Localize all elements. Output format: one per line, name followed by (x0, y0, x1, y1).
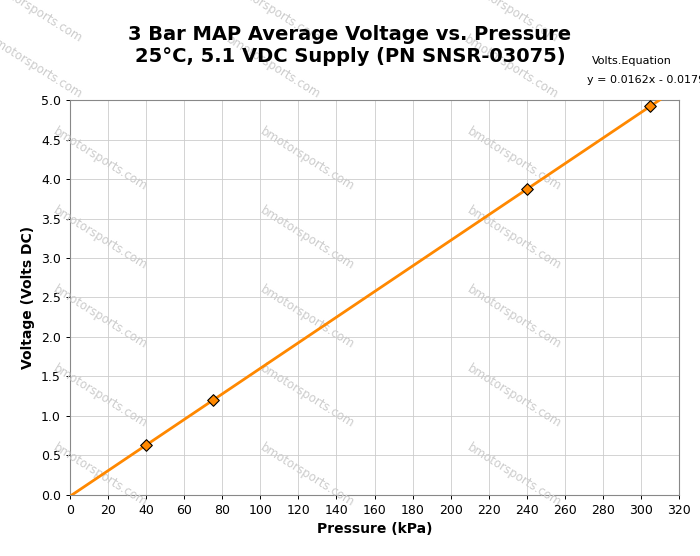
Text: bmotorsports.com: bmotorsports.com (258, 441, 357, 509)
Text: 3 Bar MAP Average Voltage vs. Pressure: 3 Bar MAP Average Voltage vs. Pressure (128, 25, 572, 44)
Point (141, 441, 152, 450)
Text: bmotorsports.com: bmotorsports.com (223, 0, 323, 46)
Text: bmotorsports.com: bmotorsports.com (466, 283, 564, 351)
Text: bmotorsports.com: bmotorsports.com (466, 441, 564, 509)
Text: bmotorsports.com: bmotorsports.com (258, 125, 357, 193)
Text: bmotorsports.com: bmotorsports.com (223, 32, 323, 101)
Text: bmotorsports.com: bmotorsports.com (461, 0, 561, 46)
Text: bmotorsports.com: bmotorsports.com (0, 0, 85, 46)
Text: bmotorsports.com: bmotorsports.com (51, 204, 150, 272)
X-axis label: Pressure (kPa): Pressure (kPa) (316, 523, 433, 537)
Y-axis label: Voltage (Volts DC): Voltage (Volts DC) (22, 226, 36, 369)
Text: bmotorsports.com: bmotorsports.com (461, 32, 561, 101)
Text: bmotorsports.com: bmotorsports.com (466, 362, 564, 430)
Text: bmotorsports.com: bmotorsports.com (51, 283, 150, 351)
Text: bmotorsports.com: bmotorsports.com (0, 32, 85, 101)
Point (645, 102, 656, 111)
Text: bmotorsports.com: bmotorsports.com (466, 204, 564, 272)
Text: y = 0.0162x - 0.0179: y = 0.0162x - 0.0179 (587, 75, 700, 85)
Point (521, 185, 532, 193)
Text: bmotorsports.com: bmotorsports.com (258, 204, 357, 272)
Text: bmotorsports.com: bmotorsports.com (466, 125, 564, 193)
Text: bmotorsports.com: bmotorsports.com (51, 362, 150, 430)
Text: 25°C, 5.1 VDC Supply (PN SNSR-03075): 25°C, 5.1 VDC Supply (PN SNSR-03075) (134, 47, 566, 66)
Point (207, 396, 218, 405)
Text: bmotorsports.com: bmotorsports.com (258, 283, 357, 351)
Text: bmotorsports.com: bmotorsports.com (258, 362, 357, 430)
Text: bmotorsports.com: bmotorsports.com (51, 441, 150, 509)
Text: bmotorsports.com: bmotorsports.com (51, 125, 150, 193)
Text: Volts.Equation: Volts.Equation (592, 56, 671, 66)
